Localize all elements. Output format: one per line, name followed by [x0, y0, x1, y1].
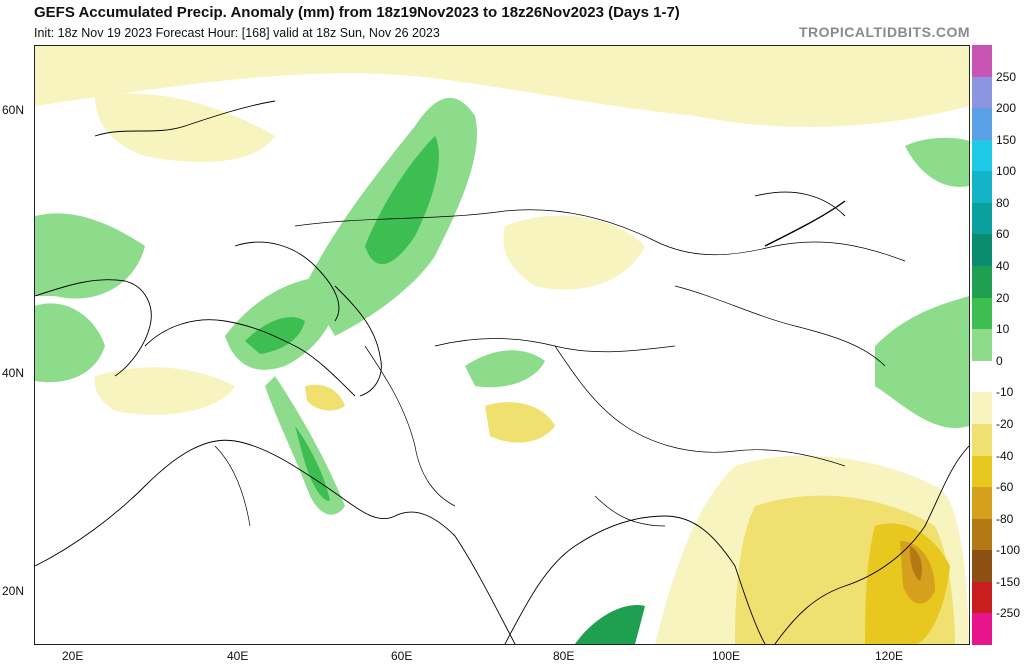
- map-title: GEFS Accumulated Precip. Anomaly (mm) fr…: [34, 4, 680, 21]
- colorbar-swatch: [972, 613, 992, 646]
- colorbar-swatch: [972, 360, 992, 393]
- colorbar-swatch: [972, 266, 992, 299]
- lon-label-60e: 60E: [391, 649, 413, 663]
- colorbar-swatch: [972, 550, 992, 583]
- precip-anomaly-map: [34, 45, 970, 645]
- colorbar-label: -150: [996, 574, 1021, 589]
- lat-label-40n: 40N: [2, 366, 25, 380]
- colorbar-label: 60: [996, 227, 1010, 242]
- site-brand[interactable]: TROPICALTIDBITS.COM: [798, 24, 970, 40]
- colorbar-label: 100: [996, 164, 1017, 179]
- dry-anomaly-areas: [35, 46, 969, 644]
- colorbar-label: 10: [996, 322, 1010, 337]
- colorbar-label: -20: [996, 416, 1014, 431]
- colorbar-swatch: [972, 234, 992, 267]
- colorbar-swatch: [972, 108, 992, 141]
- colorbar-swatch: [972, 171, 992, 204]
- colorbar-swatch: [972, 581, 992, 614]
- colorbar-label: -100: [996, 543, 1021, 558]
- colorbar-label: 200: [996, 101, 1017, 116]
- lon-label-40e: 40E: [227, 649, 249, 663]
- colorbar-swatch: [972, 329, 992, 362]
- map-subtitle: Init: 18z Nov 19 2023 Forecast Hour: [16…: [34, 26, 440, 40]
- colorbar: [972, 45, 992, 646]
- colorbar-label: -40: [996, 448, 1014, 463]
- colorbar-swatch: [972, 423, 992, 457]
- colorbar-label: 150: [996, 132, 1017, 147]
- coastlines: [35, 100, 969, 644]
- colorbar-swatch: [972, 487, 992, 520]
- colorbar-swatch: [972, 139, 992, 172]
- colorbar-swatch: [972, 455, 992, 488]
- lon-label-80e: 80E: [553, 649, 575, 663]
- lon-label-120e: 120E: [875, 649, 904, 663]
- colorbar-label: 40: [996, 259, 1010, 274]
- colorbar-label: -80: [996, 511, 1014, 526]
- colorbar-swatch: [972, 297, 992, 330]
- colorbar-label: -10: [996, 385, 1014, 400]
- colorbar-swatch: [972, 518, 992, 551]
- country-borders: [214, 209, 906, 527]
- colorbar-label: 80: [996, 195, 1010, 210]
- colorbar-swatch: [972, 202, 992, 235]
- colorbar-label: -60: [996, 480, 1014, 495]
- lon-label-100e: 100E: [712, 649, 741, 663]
- colorbar-label: 20: [996, 290, 1010, 305]
- colorbar-label: 0: [996, 353, 1003, 368]
- lat-label-20n: 20N: [2, 584, 25, 598]
- colorbar-label: 250: [996, 69, 1017, 84]
- lon-label-20e: 20E: [62, 649, 84, 663]
- colorbar-swatch: [972, 76, 992, 109]
- lat-label-60n: 60N: [2, 103, 25, 117]
- colorbar-label: -250: [996, 606, 1021, 621]
- colorbar-swatch: [972, 45, 992, 78]
- colorbar-swatch: [972, 392, 992, 425]
